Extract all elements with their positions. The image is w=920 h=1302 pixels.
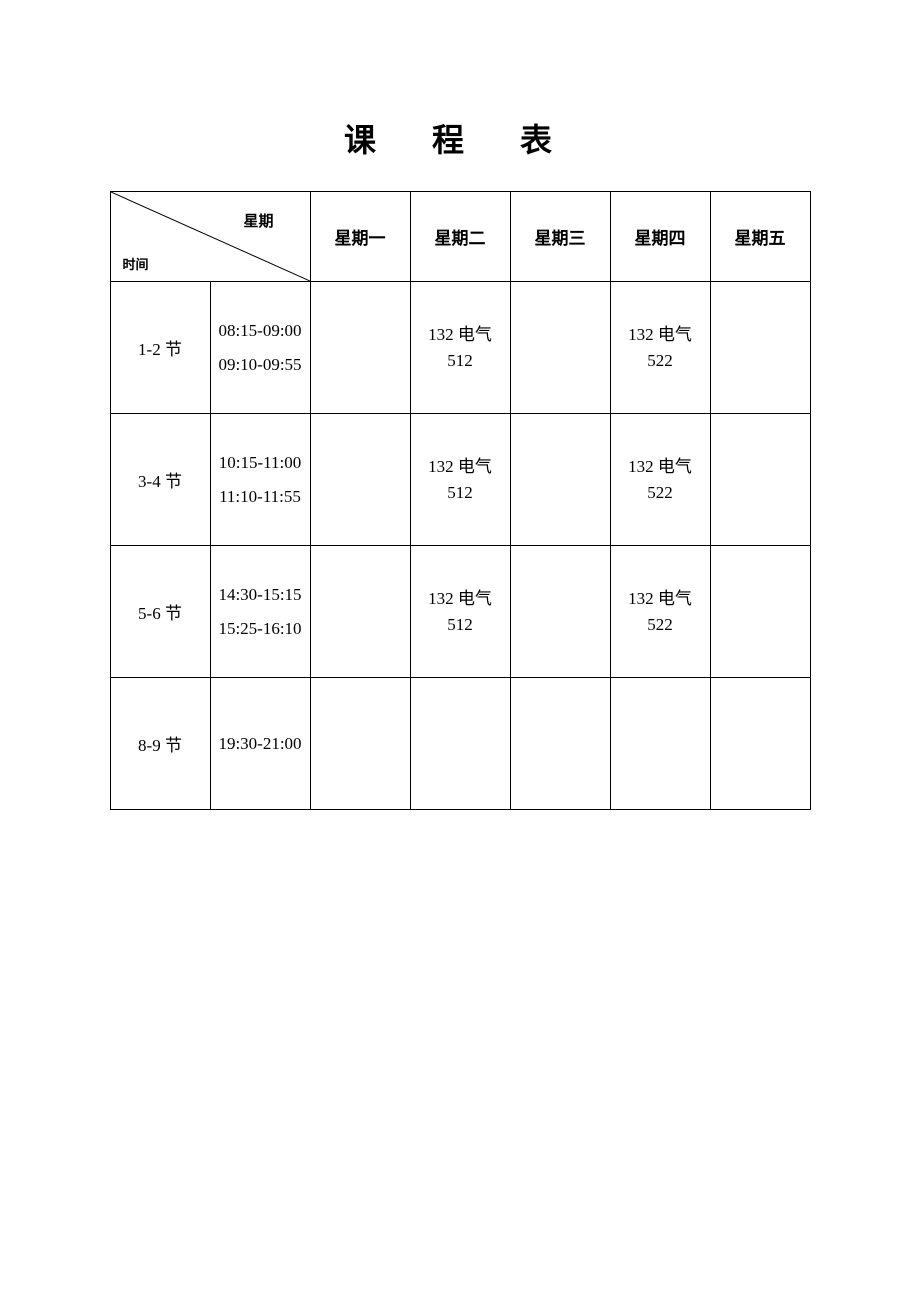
schedule-cell [710,678,810,810]
schedule-cell: 132 电气512 [410,546,510,678]
cell-content: 132 电气512 [415,322,506,373]
table-row: 1-2 节08:15-09:0009:10-09:55 132 电气512 132 … [110,282,810,414]
header-row: 星期 时间 星期一 星期二 星期三 星期四 星期五 [110,192,810,282]
schedule-cell [310,282,410,414]
time-cell: 14:30-15:1515:25-16:10 [210,546,310,678]
schedule-cell: 132 电气522 [610,546,710,678]
diag-label-top: 星期 [243,210,273,231]
period-cell: 8-9 节 [110,678,210,810]
diagonal-header-cell: 星期 时间 [110,192,310,282]
schedule-cell [410,678,510,810]
schedule-table: 星期 时间 星期一 星期二 星期三 星期四 星期五 1-2 节08:15-09:… [110,191,811,810]
period-cell: 5-6 节 [110,546,210,678]
period-cell: 1-2 节 [110,282,210,414]
cell-content: 132 电气512 [415,454,506,505]
schedule-cell: 132 电气512 [410,282,510,414]
day-header-wed: 星期三 [510,192,610,282]
schedule-cell [510,414,610,546]
day-header-thu: 星期四 [610,192,710,282]
schedule-cell [510,546,610,678]
table-row: 5-6 节14:30-15:1515:25-16:10 132 电气512 132 … [110,546,810,678]
schedule-cell [310,414,410,546]
cell-content: 132 电气522 [615,454,706,505]
schedule-cell [310,678,410,810]
table-row: 8-9 节19:30-21:00 [110,678,810,810]
day-header-tue: 星期二 [410,192,510,282]
table-row: 3-4 节10:15-11:0011:10-11:55 132 电气512 132 … [110,414,810,546]
schedule-cell [510,678,610,810]
schedule-cell [310,546,410,678]
schedule-body: 1-2 节08:15-09:0009:10-09:55 132 电气512 132 … [110,282,810,810]
day-header-fri: 星期五 [710,192,810,282]
time-cell: 10:15-11:0011:10-11:55 [210,414,310,546]
schedule-cell: 132 电气522 [610,414,710,546]
period-cell: 3-4 节 [110,414,210,546]
cell-content: 132 电气522 [615,322,706,373]
diag-label-bottom: 时间 [123,254,149,273]
schedule-cell: 132 电气522 [610,282,710,414]
schedule-cell [710,282,810,414]
schedule-cell [710,546,810,678]
schedule-cell: 132 电气512 [410,414,510,546]
cell-content: 132 电气512 [415,586,506,637]
schedule-cell [610,678,710,810]
page-title: 课 程 表 [0,0,920,191]
time-cell: 08:15-09:0009:10-09:55 [210,282,310,414]
schedule-cell [710,414,810,546]
schedule-cell [510,282,610,414]
time-cell: 19:30-21:00 [210,678,310,810]
day-header-mon: 星期一 [310,192,410,282]
cell-content: 132 电气522 [615,586,706,637]
